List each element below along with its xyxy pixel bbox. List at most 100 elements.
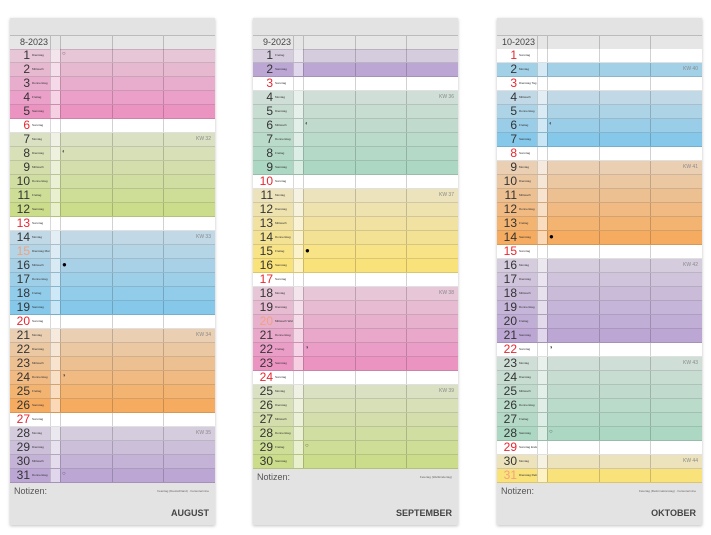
day-row[interactable]: 22 Dienstag bbox=[10, 343, 215, 357]
day-row[interactable]: 12 Donnerstag bbox=[497, 203, 702, 217]
day-row[interactable]: 28 Samstag ○ bbox=[497, 427, 702, 441]
day-row[interactable]: 11 Mittwoch bbox=[497, 189, 702, 203]
day-row[interactable]: 16 Samstag bbox=[253, 259, 458, 273]
day-row[interactable]: 2 Samstag bbox=[253, 63, 458, 77]
day-row[interactable]: 10 Dienstag bbox=[497, 175, 702, 189]
day-row[interactable]: 8 Freitag bbox=[253, 147, 458, 161]
day-row[interactable]: 4 Mittwoch bbox=[497, 91, 702, 105]
day-row[interactable]: 30 Samstag bbox=[253, 455, 458, 469]
day-row[interactable]: 26 Dienstag bbox=[253, 399, 458, 413]
day-row[interactable]: 21 Montag KW 34 bbox=[10, 329, 215, 343]
day-row[interactable]: 25 Freitag bbox=[10, 385, 215, 399]
day-row[interactable]: 3 Sonntag bbox=[253, 77, 458, 91]
day-row[interactable]: 19 Samstag bbox=[10, 301, 215, 315]
day-row[interactable]: 4 Freitag bbox=[10, 91, 215, 105]
day-row[interactable]: 1 Freitag bbox=[253, 49, 458, 63]
day-row[interactable]: 2 Mittwoch bbox=[10, 63, 215, 77]
day-row[interactable]: 25 Mittwoch bbox=[497, 385, 702, 399]
day-row[interactable]: 5 Dienstag bbox=[253, 105, 458, 119]
day-row[interactable]: 9 Samstag bbox=[253, 161, 458, 175]
day-row[interactable]: 18 Mittwoch bbox=[497, 287, 702, 301]
day-row[interactable]: 14 Samstag ● bbox=[497, 231, 702, 245]
day-row[interactable]: 7 Montag KW 32 bbox=[10, 133, 215, 147]
day-row[interactable]: 24 Donnerstag ◑ bbox=[10, 371, 215, 385]
day-row[interactable]: 9 Montag KW 41 bbox=[497, 161, 702, 175]
day-row[interactable]: 9 Mittwoch bbox=[10, 161, 215, 175]
day-row[interactable]: 23 Montag KW 43 bbox=[497, 357, 702, 371]
day-row[interactable]: 17 Sonntag bbox=[253, 273, 458, 287]
day-row[interactable]: 10 Sonntag bbox=[253, 175, 458, 189]
day-row[interactable]: 19 Donnerstag bbox=[497, 301, 702, 315]
day-row[interactable]: 4 Montag KW 36 bbox=[253, 91, 458, 105]
day-row[interactable]: 24 Dienstag bbox=[497, 371, 702, 385]
day-row[interactable]: 30 Mittwoch bbox=[10, 455, 215, 469]
week-number: KW 39 bbox=[438, 388, 454, 394]
day-row[interactable]: 28 Montag KW 35 bbox=[10, 427, 215, 441]
day-row[interactable]: 17 Donnerstag bbox=[10, 273, 215, 287]
day-row[interactable]: 14 Montag KW 33 bbox=[10, 231, 215, 245]
weekday-label: Donnerstag bbox=[32, 474, 48, 477]
day-row[interactable]: 18 Freitag bbox=[10, 287, 215, 301]
day-row[interactable]: 26 Samstag bbox=[10, 399, 215, 413]
day-row[interactable]: 16 Montag KW 42 bbox=[497, 259, 702, 273]
day-number: 2 bbox=[23, 62, 30, 76]
day-row[interactable]: 22 Freitag ◑ bbox=[253, 343, 458, 357]
day-row[interactable]: 27 Freitag bbox=[497, 413, 702, 427]
day-row[interactable]: 21 Donnerstag bbox=[253, 329, 458, 343]
day-row[interactable]: 19 Dienstag bbox=[253, 301, 458, 315]
weekday-label: Mittwoch bbox=[519, 194, 531, 197]
month-year-label: 9-2023 bbox=[262, 37, 291, 47]
day-row[interactable]: 5 Donnerstag bbox=[497, 105, 702, 119]
day-row[interactable]: 12 Dienstag bbox=[253, 203, 458, 217]
day-row[interactable]: 18 Montag KW 38 bbox=[253, 287, 458, 301]
day-row[interactable]: 20 Sonntag bbox=[10, 315, 215, 329]
day-row[interactable]: 27 Sonntag bbox=[10, 413, 215, 427]
day-row[interactable]: 12 Samstag bbox=[10, 203, 215, 217]
day-row[interactable]: 6 Sonntag bbox=[10, 119, 215, 133]
day-row[interactable]: 28 Donnerstag bbox=[253, 427, 458, 441]
day-row[interactable]: 13 Mittwoch bbox=[253, 217, 458, 231]
day-row[interactable]: 6 Mittwoch ◐ bbox=[253, 119, 458, 133]
day-row[interactable]: 29 Freitag ○ bbox=[253, 441, 458, 455]
day-row[interactable]: 17 Dienstag bbox=[497, 273, 702, 287]
day-row[interactable]: 30 Montag KW 44 bbox=[497, 455, 702, 469]
day-row[interactable]: 13 Sonntag bbox=[10, 217, 215, 231]
day-number: 11 bbox=[260, 188, 273, 202]
day-row[interactable]: 1 Dienstag ○ bbox=[10, 49, 215, 63]
day-row[interactable]: 7 Donnerstag bbox=[253, 133, 458, 147]
day-row[interactable]: 20 Freitag bbox=[497, 315, 702, 329]
day-row[interactable]: 31 Donnerstag ○ bbox=[10, 469, 215, 483]
day-number: 5 bbox=[23, 104, 30, 118]
day-row[interactable]: 22 Sonntag ◑ bbox=[497, 343, 702, 357]
day-row[interactable]: 8 Dienstag ◐ bbox=[10, 147, 215, 161]
day-row[interactable]: 6 Freitag ◐ bbox=[497, 119, 702, 133]
day-row[interactable]: 26 Donnerstag bbox=[497, 399, 702, 413]
day-row[interactable]: 27 Mittwoch bbox=[253, 413, 458, 427]
day-row[interactable]: 16 Mittwoch ● bbox=[10, 259, 215, 273]
day-row[interactable]: 5 Samstag bbox=[10, 105, 215, 119]
day-row[interactable]: 23 Samstag bbox=[253, 357, 458, 371]
day-row[interactable]: 11 Montag KW 37 bbox=[253, 189, 458, 203]
day-row[interactable]: 15 Freitag ● bbox=[253, 245, 458, 259]
day-row[interactable]: 13 Freitag bbox=[497, 217, 702, 231]
day-row[interactable]: 21 Samstag bbox=[497, 329, 702, 343]
day-row[interactable]: 2 Montag KW 40 bbox=[497, 63, 702, 77]
day-row[interactable]: 25 Montag KW 39 bbox=[253, 385, 458, 399]
day-row[interactable]: 24 Sonntag bbox=[253, 371, 458, 385]
day-row[interactable]: 3 Donnerstag bbox=[10, 77, 215, 91]
day-row[interactable]: 1 Sonntag bbox=[497, 49, 702, 63]
calendar-page-oktober: 10-2023 1 Sonntag 2 Montag KW 40 3 Dienstag Tag… bbox=[497, 18, 702, 525]
day-row[interactable]: 23 Mittwoch bbox=[10, 357, 215, 371]
day-row[interactable]: 11 Freitag bbox=[10, 189, 215, 203]
day-row[interactable]: 7 Samstag bbox=[497, 133, 702, 147]
day-row[interactable]: 15 Sonntag bbox=[497, 245, 702, 259]
day-row[interactable]: 10 Donnerstag bbox=[10, 175, 215, 189]
day-row[interactable]: 8 Sonntag bbox=[497, 147, 702, 161]
day-row[interactable]: 29 Dienstag bbox=[10, 441, 215, 455]
day-row[interactable]: 14 Donnerstag bbox=[253, 231, 458, 245]
